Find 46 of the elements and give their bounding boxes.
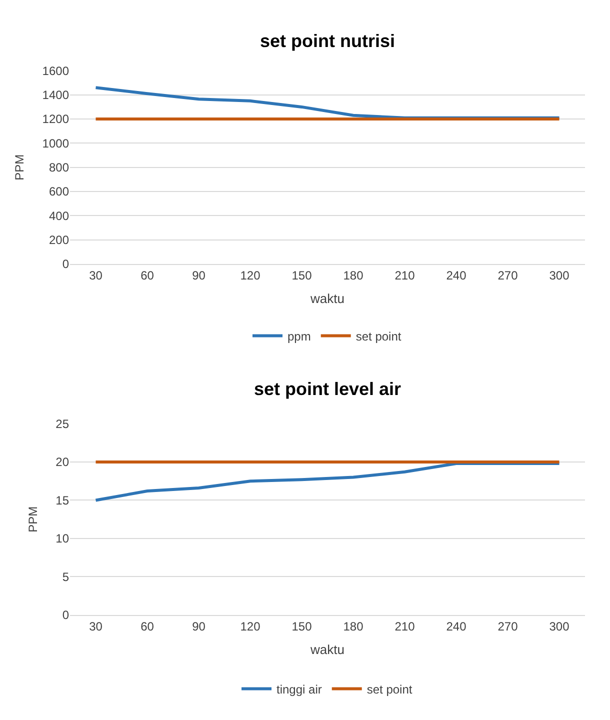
legend-label: set point	[366, 682, 413, 696]
y-tick-label: 1000	[42, 136, 70, 150]
x-tick-label: 120	[240, 268, 261, 282]
y-tick-label: 800	[48, 160, 70, 175]
x-tick-label: 270	[498, 619, 518, 634]
y-tick-label: 25	[56, 416, 70, 431]
x-tick-label: 240	[446, 619, 467, 634]
y-tick-label: 0	[62, 608, 70, 622]
x-tick-label: 210	[394, 268, 416, 282]
x-axis-title: waktu	[310, 290, 344, 306]
y-tick-label: 0	[62, 257, 70, 272]
x-tick-label: 300	[549, 619, 570, 634]
chart-title: set point level air	[254, 379, 402, 399]
x-tick-label: 90	[192, 268, 206, 282]
y-tick-label: 600	[48, 184, 70, 199]
x-tick-label: 180	[343, 268, 364, 282]
x-tick-label: 300	[549, 268, 570, 282]
y-tick-label: 200	[48, 232, 70, 247]
y-tick-label: 1600	[42, 64, 70, 78]
x-tick-label: 210	[394, 619, 416, 634]
legend-label: tinggi air	[276, 682, 322, 696]
y-tick-label: 1400	[42, 88, 70, 102]
legend-label: ppm	[288, 329, 311, 344]
y-axis-title: PPM	[12, 154, 27, 180]
x-tick-label: 270	[498, 268, 518, 282]
x-axis-title: waktu	[310, 642, 344, 657]
x-tick-label: 60	[140, 268, 154, 282]
x-tick-label: 240	[446, 268, 467, 282]
y-tick-label: 10	[56, 532, 70, 546]
x-tick-label: 30	[89, 268, 103, 282]
chart-title: set point nutrisi	[260, 31, 395, 51]
y-tick-label: 400	[48, 208, 70, 223]
y-axis-title: PPM	[26, 506, 40, 532]
x-tick-label: 30	[89, 619, 103, 634]
legend-label: set point	[356, 329, 402, 344]
x-tick-label: 150	[292, 268, 312, 282]
x-tick-label: 120	[240, 619, 261, 634]
y-tick-label: 1200	[42, 112, 70, 126]
line-series	[94, 462, 561, 502]
y-tick-label: 5	[62, 570, 70, 584]
x-tick-label: 150	[292, 619, 312, 634]
x-tick-label: 90	[192, 619, 206, 634]
y-tick-label: 15	[56, 493, 70, 508]
x-tick-label: 60	[140, 619, 154, 634]
x-tick-label: 180	[343, 619, 364, 634]
y-tick-label: 20	[56, 455, 70, 470]
